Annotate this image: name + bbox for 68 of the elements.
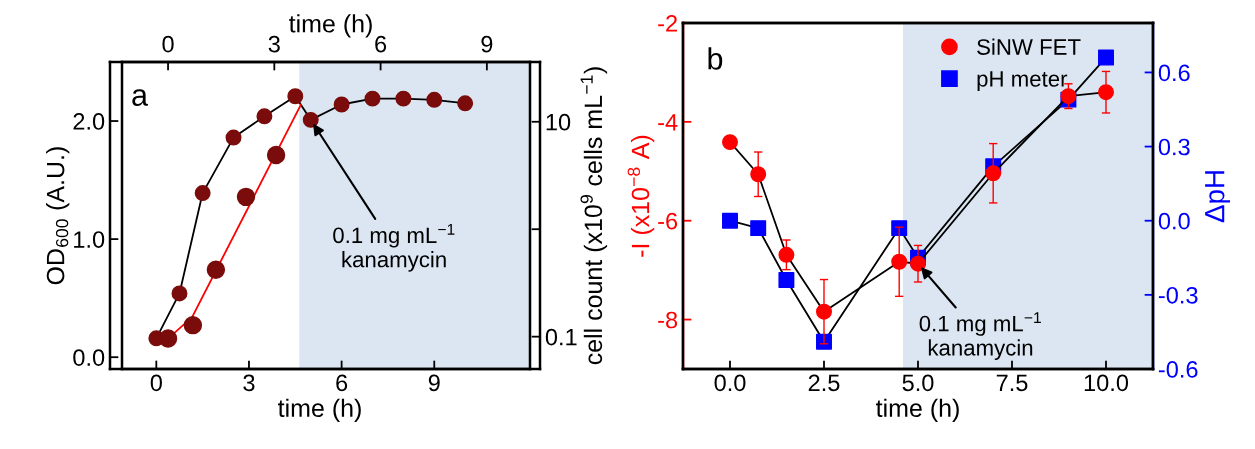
point <box>722 212 738 229</box>
y-tick-label: -4 <box>658 114 678 131</box>
point <box>1098 49 1114 66</box>
y2-tick-label: 0.6 <box>1158 64 1190 82</box>
point <box>750 220 767 237</box>
annotation: 0.1 mg mL$^{−1}$ kanamycin <box>333 224 455 272</box>
point <box>457 95 474 112</box>
text: a <box>132 89 148 106</box>
y-tick-label: 0.0 <box>73 349 105 366</box>
point <box>256 108 273 125</box>
y2-tick-label: -0.3 <box>1158 286 1198 304</box>
point <box>287 88 304 105</box>
point <box>171 285 188 302</box>
point <box>183 315 203 335</box>
x-tick-label: 0 <box>162 35 174 53</box>
x-axis-title: time (h) <box>876 398 959 422</box>
point <box>194 185 211 202</box>
x-tick-label: 3 <box>268 35 280 53</box>
x-axis-title: time (h) <box>289 14 372 38</box>
point <box>778 246 795 263</box>
x-tick-label: 2.5 <box>808 374 840 392</box>
x-tick-label: 5.0 <box>902 374 934 392</box>
x-axis-title: time (h) <box>278 398 361 422</box>
y-axis-title: cell count (x10$^{9}$ cells mL$^{−1}$) <box>580 67 608 365</box>
y-tick-label: 1.0 <box>74 231 105 248</box>
point <box>158 329 178 348</box>
x-tick-label: 9 <box>481 35 493 53</box>
legend-label: SiNW FET <box>977 38 1081 55</box>
point <box>910 255 926 272</box>
point <box>266 145 286 165</box>
point <box>750 166 767 183</box>
y2-tick-label: -0.6 <box>1158 361 1198 378</box>
point <box>225 129 242 146</box>
y-tick-label: 10 <box>546 113 571 131</box>
point <box>816 303 832 320</box>
y-tick-label: 2.0 <box>73 113 105 130</box>
legend-label: pH meter <box>977 71 1068 92</box>
x-tick-label: 0.0 <box>714 374 746 392</box>
point <box>426 91 443 108</box>
y-axis-title: OD$_{600}$ (A.U.) <box>46 147 70 285</box>
text: b <box>708 47 723 70</box>
point <box>302 111 319 128</box>
x-tick-label: 3 <box>243 374 255 392</box>
point <box>236 187 256 207</box>
point <box>1098 84 1114 101</box>
y2-tick-label: 0.3 <box>1158 138 1190 156</box>
x-tick-label: 10.0 <box>1084 374 1129 392</box>
point <box>364 90 381 107</box>
x-tick-label: 6 <box>375 35 387 53</box>
point <box>333 96 350 113</box>
point <box>891 253 908 270</box>
x-tick-label: 9 <box>428 374 440 392</box>
y2-tick-label: 0.0 <box>1158 212 1190 230</box>
y-tick-label: -8 <box>658 311 678 329</box>
y-tick-label: -6 <box>658 212 678 230</box>
y-axis-title: -I (x10$^{−8}$ A) <box>627 135 655 257</box>
point <box>722 134 738 151</box>
point <box>395 90 412 107</box>
y2-axis-title: ΔpH <box>1205 171 1230 223</box>
point <box>206 260 226 279</box>
x-tick-label: 7.5 <box>996 374 1028 392</box>
x-tick-label: 0 <box>150 374 162 392</box>
point <box>778 272 795 289</box>
point <box>985 165 1002 182</box>
x-tick-label: 6 <box>336 374 348 392</box>
y-tick-label: -2 <box>658 15 677 32</box>
y-tick-label: 0.1 <box>545 328 577 346</box>
annotation: 0.1 mg mL$^{−1}$ kanamycin <box>919 312 1041 361</box>
